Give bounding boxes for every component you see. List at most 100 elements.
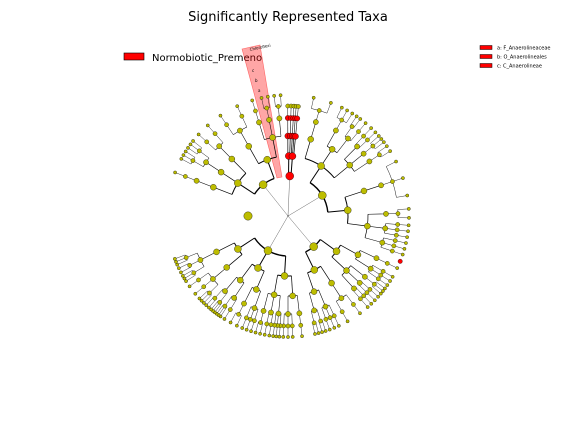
highlight-clade-wedge	[241, 44, 283, 179]
taxon-node	[351, 285, 357, 292]
highlight-node	[285, 171, 294, 181]
taxon-node	[197, 296, 202, 301]
tree-branch	[350, 265, 366, 277]
taxon-node	[253, 108, 258, 114]
tree-branch	[340, 244, 359, 256]
taxon-node	[380, 269, 386, 274]
taxon-node	[328, 146, 336, 153]
taxon-node	[278, 93, 283, 98]
legend-taxon-a-label: a: F_Anaerolineaceae	[497, 46, 551, 52]
taxon-node	[390, 275, 395, 279]
taxon-node	[389, 248, 395, 254]
taxon-node	[207, 290, 212, 296]
taxon-node	[187, 263, 192, 268]
highlight-letter-a: a	[258, 88, 261, 93]
taxon-node	[317, 162, 325, 170]
tree-branch	[396, 195, 408, 198]
taxon-node	[202, 301, 206, 305]
tree-branch	[279, 118, 282, 137]
tree-branch	[354, 161, 370, 172]
tree-branch	[377, 146, 387, 153]
taxon-node	[193, 292, 198, 296]
tree-branch	[307, 272, 315, 292]
tree-branch	[364, 237, 383, 243]
taxon-node	[231, 295, 237, 301]
taxon-node	[218, 113, 223, 118]
taxon-node	[407, 207, 411, 211]
taxon-node	[203, 159, 209, 166]
taxon-node	[318, 191, 327, 200]
taxon-node	[212, 131, 218, 136]
taxon-node	[224, 122, 229, 128]
taxon-node	[385, 261, 390, 266]
tree-branch	[380, 150, 391, 158]
legend-group: Normobiotic_Premeno	[123, 52, 262, 64]
taxon-node	[323, 329, 328, 333]
taxon-node	[235, 323, 239, 328]
tree-branch	[187, 147, 198, 155]
tree-branch	[309, 293, 315, 311]
tree-branch	[386, 161, 397, 167]
taxon-node	[285, 311, 291, 317]
taxon-node	[244, 327, 249, 332]
taxon-node	[296, 104, 301, 109]
taxon-node	[369, 301, 374, 306]
taxon-node	[361, 133, 366, 139]
taxon-node	[354, 251, 362, 258]
taxon-node	[236, 312, 241, 317]
taxon-node	[360, 150, 367, 157]
taxon-node	[379, 137, 384, 141]
tree-branch	[233, 282, 245, 299]
taxon-node	[258, 320, 263, 325]
taxon-node	[191, 139, 195, 143]
tree-branch	[331, 256, 347, 271]
taxon-node	[379, 291, 383, 296]
taxon-node	[407, 216, 411, 220]
taxon-node	[179, 270, 183, 275]
taxon-node	[300, 334, 304, 338]
cladogram-nodes	[173, 93, 411, 339]
taxon-node	[394, 232, 399, 238]
taxon-node	[392, 238, 398, 243]
tree-branch	[220, 307, 227, 317]
taxon-node	[354, 114, 359, 119]
taxon-node	[243, 211, 253, 221]
taxon-node	[401, 176, 405, 180]
taxon-node	[210, 276, 216, 282]
taxon-node	[376, 276, 381, 282]
taxon-node	[378, 182, 384, 189]
taxon-node	[173, 257, 177, 261]
taxon-node	[237, 276, 244, 284]
taxon-node	[240, 326, 245, 330]
tree-branch	[263, 293, 269, 311]
taxon-node	[367, 287, 373, 292]
tree-branch	[262, 184, 289, 217]
legend-group-label: Normobiotic_Premeno	[152, 53, 262, 64]
taxon-node	[213, 248, 220, 256]
tree-branch	[347, 223, 368, 227]
tree-branch	[181, 158, 192, 165]
tree-branch	[239, 263, 253, 281]
tree-branch	[312, 323, 316, 335]
taxon-node	[316, 108, 322, 113]
taxon-node	[187, 284, 192, 289]
tree-branch	[254, 291, 261, 309]
taxon-node	[339, 117, 345, 123]
taxon-node	[250, 98, 254, 103]
tree-branch	[185, 151, 196, 158]
highlight-node	[397, 258, 403, 264]
taxon-node	[373, 130, 378, 135]
taxon-node	[186, 146, 190, 150]
taxon-node	[311, 307, 317, 314]
taxon-node	[183, 174, 188, 179]
taxon-node	[237, 127, 243, 134]
taxon-node	[191, 270, 197, 276]
tree-branch	[216, 304, 224, 314]
taxon-node	[280, 272, 289, 280]
highlight-letter-b: b	[255, 78, 258, 83]
taxon-node	[404, 241, 408, 245]
taxon-node	[204, 303, 209, 307]
taxon-node	[264, 321, 270, 327]
taxon-node	[182, 276, 187, 281]
legend-taxon-b-label: b: O_Anaerolineales	[497, 55, 547, 61]
